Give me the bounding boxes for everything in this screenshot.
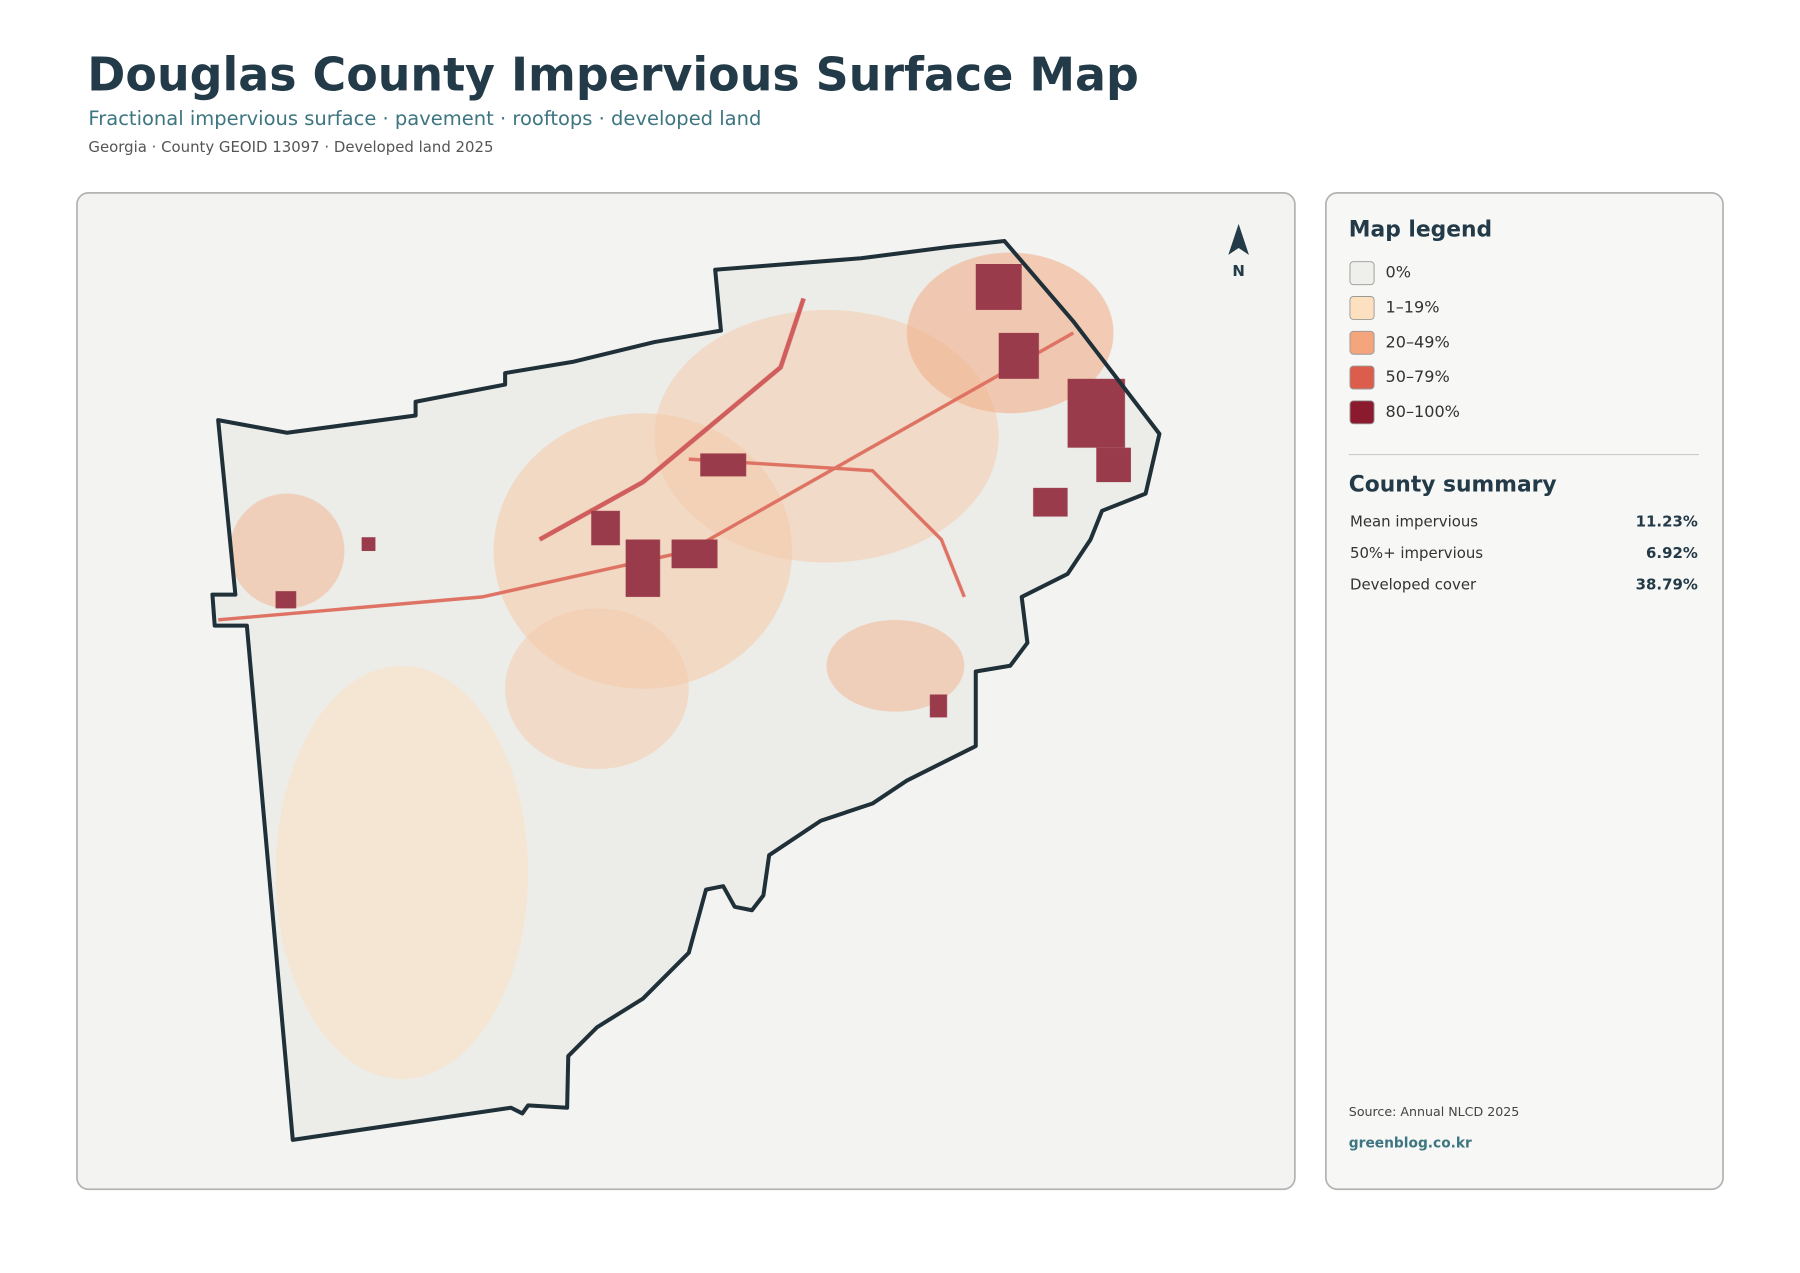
- summary-value: 6.92%: [1646, 544, 1698, 562]
- legend-panel: Map legend County summary Source: Annual…: [1325, 191, 1724, 1191]
- north-arrow: [1228, 223, 1249, 255]
- development: [218, 252, 1131, 1080]
- legend-label: 1–19%: [1386, 297, 1440, 316]
- legend-swatch: [1349, 330, 1375, 355]
- legend-label: 0%: [1386, 263, 1411, 282]
- north-label: N: [1232, 262, 1244, 280]
- legend-swatch: [1349, 296, 1375, 320]
- summary-title: County summary: [1349, 473, 1557, 498]
- legend-label: 20–49%: [1386, 332, 1450, 351]
- title: Douglas County Impervious Surface Map: [87, 48, 1139, 102]
- legend-swatch: [1349, 365, 1375, 390]
- legend-swatch: [1349, 261, 1375, 286]
- legend-label: 50–79%: [1386, 367, 1450, 386]
- summary-value: 38.79%: [1636, 575, 1698, 593]
- county-outline: [210, 239, 1162, 1142]
- map-panel: N: [76, 191, 1296, 1191]
- summary-label: Mean impervious: [1350, 512, 1478, 530]
- legend-frame: [1325, 191, 1724, 1191]
- site: greenblog.co.kr: [1349, 1135, 1472, 1151]
- summary-label: Developed cover: [1350, 575, 1477, 593]
- legend-swatch: [1349, 400, 1375, 425]
- legend-label: 80–100%: [1386, 402, 1460, 421]
- legend-title: Map legend: [1349, 218, 1492, 243]
- subtitle: Fractional impervious surface · pavement…: [88, 107, 761, 130]
- summary-value: 11.23%: [1636, 512, 1698, 530]
- meta: Georgia · County GEOID 13097 · Developed…: [88, 138, 493, 156]
- source: Source: Annual NLCD 2025: [1349, 1104, 1519, 1119]
- summary-label: 50%+ impervious: [1350, 544, 1483, 562]
